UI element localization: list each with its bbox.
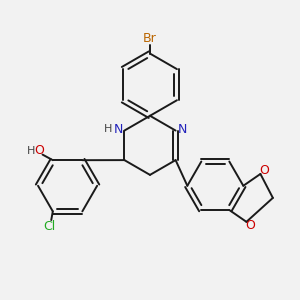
Text: O: O (259, 164, 269, 177)
Text: O: O (245, 219, 255, 232)
Text: Br: Br (143, 32, 157, 44)
Text: O: O (34, 144, 44, 157)
Text: H: H (27, 146, 35, 156)
Text: N: N (114, 122, 124, 136)
Text: N: N (178, 122, 187, 136)
Text: H: H (103, 124, 112, 134)
Text: Cl: Cl (44, 220, 56, 233)
